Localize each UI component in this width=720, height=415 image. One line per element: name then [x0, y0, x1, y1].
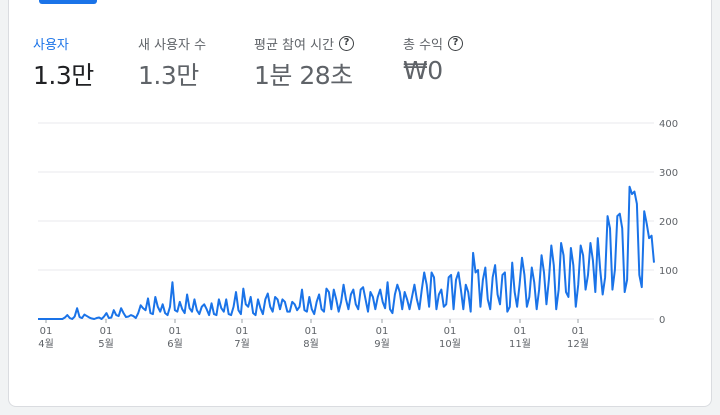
help-icon[interactable]: ?: [448, 35, 464, 51]
x-tick-month-label: 12월: [567, 338, 589, 350]
x-tick-month-label: 4월: [38, 338, 54, 350]
y-tick-label: 200: [659, 217, 678, 228]
y-tick-label: 0: [659, 315, 665, 326]
metric-tab-users[interactable]: 사용자 1.3만: [33, 32, 94, 92]
metric-value: 1분 28초: [254, 61, 353, 90]
x-tick-month-label: 6월: [167, 338, 183, 350]
x-tick-day-label: 01: [572, 326, 585, 337]
x-tick-day-label: 01: [514, 326, 527, 337]
x-tick-month-label: 11월: [509, 338, 531, 350]
x-tick-month-label: 8월: [303, 338, 319, 350]
users-line-chart: 4003002001000014월015월016월017월018월019월011…: [38, 119, 678, 350]
x-tick-day-label: 01: [305, 326, 318, 337]
x-tick-day-label: 01: [444, 326, 457, 337]
x-tick-month-label: 10월: [439, 338, 461, 350]
metric-value: 1.3만: [138, 61, 199, 90]
metric-tab-avg-engagement-time[interactable]: 평균 참여 시간 ? 1분 28초: [254, 32, 355, 92]
active-tab-indicator: [39, 0, 97, 4]
metric-label: 사용자: [33, 37, 69, 53]
help-icon[interactable]: ?: [339, 35, 355, 51]
x-tick-month-label: 7월: [234, 338, 250, 350]
metric-value: ₩0: [403, 56, 443, 85]
x-tick-day-label: 01: [100, 326, 113, 337]
y-tick-label: 400: [659, 119, 678, 130]
metric-label: 평균 참여 시간 ?: [254, 32, 355, 54]
metric-label: 총 수익 ?: [403, 32, 464, 54]
metric-tab-total-revenue[interactable]: 총 수익 ? ₩0: [403, 32, 464, 85]
series-line-users: [38, 185, 655, 320]
metric-value: 1.3만: [33, 61, 94, 90]
y-tick-label: 300: [659, 168, 678, 179]
analytics-card: 사용자 1.3만 새 사용자 수 1.3만 평균 참여 시간 ? 1분 28초 …: [8, 0, 712, 407]
x-tick-day-label: 01: [376, 326, 389, 337]
metric-label: 새 사용자 수: [138, 37, 207, 53]
x-tick-month-label: 5월: [98, 338, 114, 350]
y-tick-label: 100: [659, 266, 678, 277]
metric-tab-new-users[interactable]: 새 사용자 수 1.3만: [138, 32, 206, 92]
x-tick-day-label: 01: [40, 326, 53, 337]
x-tick-day-label: 01: [236, 326, 249, 337]
x-tick-month-label: 9월: [374, 338, 390, 350]
x-tick-day-label: 01: [169, 326, 182, 337]
